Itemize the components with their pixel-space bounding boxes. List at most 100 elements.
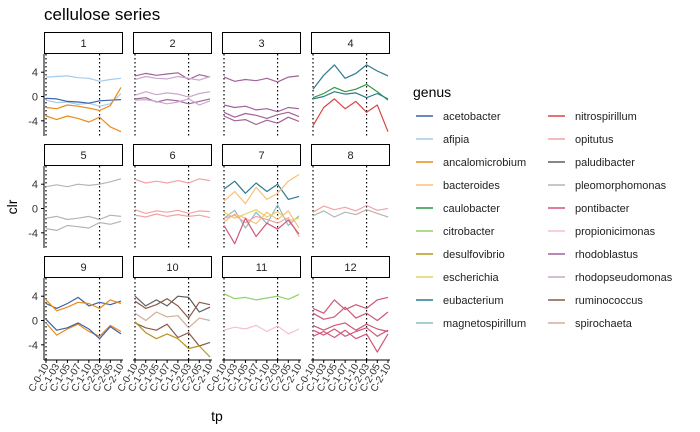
series-line-rhodopseudomonas <box>134 91 211 98</box>
series-line-propionicimonas <box>223 324 300 335</box>
series-line-rhodoblastus <box>223 115 300 126</box>
legend-label: bacteroides <box>443 180 500 192</box>
facet-strip-box <box>222 32 301 54</box>
legend-item-eubacterium: eubacterium <box>416 295 504 307</box>
series-line-ancalomicrobium <box>45 115 122 133</box>
series-line-afipia <box>45 75 122 82</box>
series-line-rhodoblastus <box>134 97 211 105</box>
legend-item-pontibacter: pontibacter <box>548 203 630 215</box>
legend-item-ancalomicrobium: ancalomicrobium <box>416 157 526 169</box>
facet-strip-label: 11 <box>256 262 267 274</box>
series-line-ruminococcus <box>134 322 211 347</box>
facet-strip-label: 9 <box>80 262 86 274</box>
legend-label: rhodoblastus <box>575 249 638 261</box>
series-line-opitutus <box>134 213 211 219</box>
legend-item-bacteroides: bacteroides <box>416 180 500 192</box>
y-tick-label: 4 <box>32 291 38 303</box>
series-line-spirochaeta <box>134 311 211 329</box>
legend-item-rhodoblastus: rhodoblastus <box>548 249 638 261</box>
legend-item-spirochaeta: spirochaeta <box>548 318 633 330</box>
series-line-pleomorphomonas <box>45 214 122 221</box>
series-line-acetobacter <box>45 97 122 104</box>
facet-panel-2: 2 <box>133 32 212 136</box>
y-tick-label: -4 <box>28 228 38 240</box>
facet-strip-box <box>311 32 390 54</box>
legend-label: ruminococcus <box>575 295 643 307</box>
series-line-pontibacter <box>312 306 389 322</box>
facet-strip-box <box>133 144 212 166</box>
series-line-ancalomicrobium <box>45 87 122 112</box>
series-line-rhodoblastus <box>134 72 211 81</box>
series-line-pleomorphomonas <box>45 178 122 188</box>
series-line-bacteroides <box>223 173 300 205</box>
legend-item-pleomorphomonas: pleomorphomonas <box>548 180 667 192</box>
y-tick-label: -4 <box>28 116 38 128</box>
legend-item-paludibacter: paludibacter <box>548 157 635 169</box>
legend-item-ruminococcus: ruminococcus <box>548 295 643 307</box>
series-line-pontibacter <box>223 217 300 245</box>
legend-label: ancalomicrobium <box>443 157 526 169</box>
series-line-magnetospirillum <box>223 204 300 229</box>
series-line-rhodoblastus <box>223 111 300 120</box>
legend-label: afipia <box>443 134 470 146</box>
legend-label: eubacterium <box>443 295 504 307</box>
facet-panel-9: 9-404C-0-10C-1-03C-1-05C-1-07C-1-10C-2-0… <box>27 256 127 394</box>
y-tick-label: 0 <box>32 92 38 104</box>
series-line-opitutus <box>134 178 211 184</box>
facet-strip-label: 3 <box>258 38 264 50</box>
series-line-pontibacter <box>312 322 389 333</box>
series-line-opitutus <box>312 204 389 213</box>
legend-item-citrobacter: citrobacter <box>416 226 495 238</box>
facet-strip-box <box>222 256 301 278</box>
facet-strip-label: 6 <box>169 150 175 162</box>
series-line-eubacterium <box>312 64 389 90</box>
y-tick-label: 4 <box>32 67 38 79</box>
series-line-ancalomicrobium <box>45 322 122 337</box>
legend-label: acetobacter <box>443 111 501 123</box>
facet-panel-7: 7 <box>222 144 301 248</box>
chart-title: cellulose series <box>44 5 160 24</box>
legend-item-nitrospirillum: nitrospirillum <box>548 111 637 123</box>
series-line-nitrospirillum <box>312 98 389 132</box>
facet-strip-box <box>222 144 301 166</box>
series-line-eubacterium <box>312 91 389 100</box>
series-line-rhodopseudomonas <box>134 98 211 106</box>
legend-label: desulfovibrio <box>443 249 505 261</box>
legend-item-rhodopseudomonas: rhodopseudomonas <box>548 272 673 284</box>
facet-panel-6: 6 <box>133 144 212 248</box>
legend-item-acetobacter: acetobacter <box>416 111 501 123</box>
y-axis-title: clr <box>4 199 20 214</box>
legend-title: genus <box>413 84 451 100</box>
series-line-caulobacter <box>312 83 389 101</box>
legend-label: spirochaeta <box>575 318 633 330</box>
legend-label: caulobacter <box>443 203 500 215</box>
facet-strip-label: 2 <box>169 38 175 50</box>
series-line-eubacterium <box>223 180 300 200</box>
series-line-desulfovibrio <box>134 321 211 358</box>
series-line-ancalomicrobium <box>45 299 122 312</box>
legend-item-escherichia: escherichia <box>416 272 500 284</box>
y-tick-label: -4 <box>28 340 38 352</box>
facet-strip-label: 4 <box>347 38 353 50</box>
facet-strip-label: 7 <box>258 150 264 162</box>
series-line-pontibacter <box>312 329 389 353</box>
facet-panel-10: 10C-0-10C-1-03C-1-05C-1-07C-1-10C-2-03C-… <box>116 256 216 394</box>
legend-label: pleomorphomonas <box>575 180 667 192</box>
facet-strip-box <box>44 144 123 166</box>
series-line-paludibacter <box>134 295 211 313</box>
facet-strip-label: 1 <box>80 38 86 50</box>
legend: acetobacter afipia ancalomicrobium bacteroi… <box>416 111 673 330</box>
series-line-ruminococcus <box>134 298 211 319</box>
legend-item-afipia: afipia <box>416 134 470 146</box>
series-line-afipia <box>45 93 122 107</box>
facet-panel-11: 11C-0-10C-1-03C-1-05C-1-07C-1-10C-2-03C-… <box>205 256 305 394</box>
facet-panel-12: 12C-0-10C-1-03C-1-05C-1-07C-1-10C-2-03C-… <box>294 256 394 394</box>
facet-panel-8: 8 <box>311 144 390 248</box>
facet-strip-label: 10 <box>166 262 178 274</box>
legend-label: paludibacter <box>575 157 635 169</box>
facet-panel-4: 4 <box>311 32 390 136</box>
series-line-acetobacter <box>45 318 122 340</box>
legend-item-propionicimonas: propionicimonas <box>548 226 656 238</box>
series-line-pleomorphomonas <box>45 220 122 231</box>
